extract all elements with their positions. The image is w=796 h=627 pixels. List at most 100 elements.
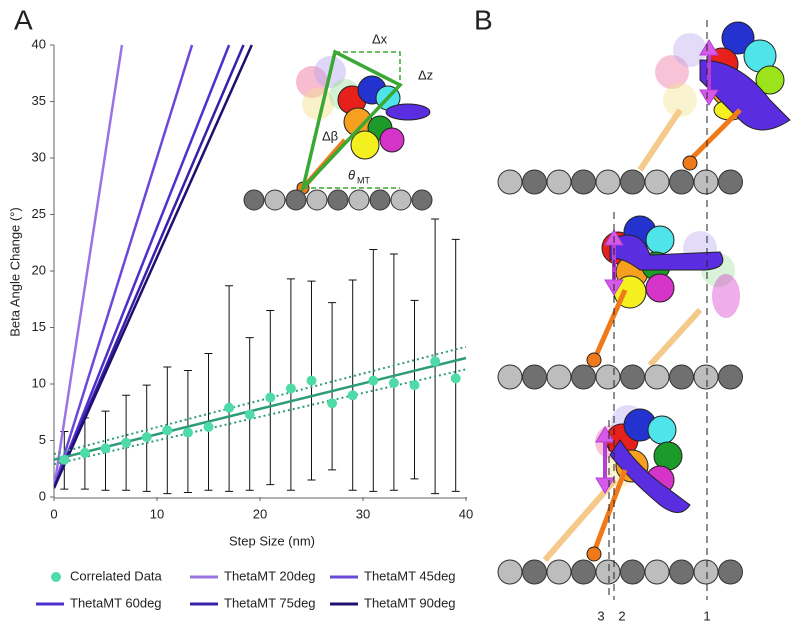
tubulin — [595, 364, 621, 390]
line-label: 3 — [597, 608, 604, 623]
tubulin — [595, 169, 621, 195]
tubulin — [620, 364, 645, 390]
annotation: MT — [357, 175, 370, 185]
inset-diagram: Δx Δz Δβ θ MT — [243, 31, 433, 211]
data-point — [141, 432, 152, 443]
y-tick-label: 0 — [39, 488, 46, 503]
data-point — [450, 373, 461, 384]
data-point — [285, 383, 296, 394]
tubulin — [669, 364, 694, 390]
data-point — [162, 425, 173, 436]
data-point — [327, 398, 338, 409]
annotation: Δβ — [322, 128, 338, 143]
panel-label: A — [14, 4, 33, 35]
x-axis-label: Step Size (nm) — [229, 533, 315, 548]
data-point — [224, 402, 235, 413]
tubulin — [571, 364, 596, 390]
y-tick-label: 15 — [32, 319, 46, 334]
y-tick-label: 10 — [32, 375, 46, 390]
data-point — [121, 437, 132, 448]
annotation: Δz — [418, 67, 433, 82]
legend-label: ThetaMT 90deg — [364, 595, 456, 610]
theta-line — [54, 44, 194, 489]
legend-label: Correlated Data — [70, 568, 163, 583]
annotation: Δx — [372, 31, 388, 46]
tubulin — [522, 559, 547, 585]
y-tick-label: 40 — [32, 36, 46, 51]
y-axis-label: Beta Angle Change (°) — [7, 207, 22, 337]
data-point — [79, 447, 90, 458]
x-tick-label: 10 — [150, 506, 164, 521]
error-bar — [328, 302, 337, 471]
tubulin — [546, 559, 572, 585]
legend-label: ThetaMT 20deg — [224, 568, 316, 583]
tubulin — [497, 559, 523, 585]
panel-b-diagram: 3 2 1 — [497, 20, 791, 623]
error-bar — [225, 285, 234, 492]
tubulin — [546, 364, 572, 390]
legend-label: ThetaMT 45deg — [364, 568, 456, 583]
x-tick-label: 0 — [50, 506, 57, 521]
data-point — [388, 377, 399, 388]
data-point — [347, 390, 358, 401]
x-tick-label: 30 — [356, 506, 370, 521]
tubulin — [693, 364, 719, 390]
tubulin — [522, 169, 547, 195]
y-tick-label: 20 — [32, 262, 46, 277]
plot-area — [54, 44, 467, 495]
tubulin — [644, 364, 670, 390]
tubulin — [644, 169, 670, 195]
tubulin — [522, 364, 547, 390]
data-point — [265, 392, 276, 403]
line-label: 1 — [703, 608, 710, 623]
x-tick-label: 20 — [253, 506, 267, 521]
tubulin — [620, 559, 645, 585]
legend-label: ThetaMT 75deg — [224, 595, 316, 610]
tubulin — [571, 169, 596, 195]
y-tick-label: 25 — [32, 206, 46, 221]
theta-line — [54, 44, 124, 489]
tubulin — [718, 364, 743, 390]
tubulin — [718, 169, 743, 195]
confidence-line — [54, 345, 467, 456]
data-point — [203, 421, 214, 432]
error-bar — [431, 218, 440, 495]
data-point — [244, 409, 255, 420]
data-point — [59, 454, 70, 465]
trend-line — [54, 356, 467, 461]
data-point — [430, 356, 441, 367]
tubulin — [571, 559, 596, 585]
tubulin — [718, 559, 743, 585]
tubulin — [669, 559, 694, 585]
tubulin — [497, 169, 523, 195]
data-point — [100, 443, 111, 454]
tubulin — [669, 169, 694, 195]
theta-line — [54, 44, 245, 489]
tubulin — [693, 559, 719, 585]
tubulin — [497, 364, 523, 390]
tubulin — [644, 559, 670, 585]
tubulin — [546, 169, 572, 195]
theta-line — [54, 44, 231, 489]
data-point — [409, 380, 420, 391]
legend-label: ThetaMT 60deg — [70, 595, 162, 610]
tubulin — [595, 559, 621, 585]
confidence-line — [54, 368, 467, 466]
error-bar — [389, 253, 398, 491]
legend-marker — [51, 572, 61, 582]
panel-label: B — [474, 4, 493, 35]
data-point — [306, 375, 317, 386]
line-label: 2 — [618, 608, 625, 623]
y-tick-label: 30 — [32, 149, 46, 164]
y-tick-label: 5 — [39, 432, 46, 447]
x-tick-label: 40 — [459, 506, 473, 521]
y-tick-label: 35 — [32, 93, 46, 108]
theta-line — [54, 44, 253, 489]
data-point — [182, 427, 193, 438]
tubulin — [620, 169, 645, 195]
data-point — [368, 375, 379, 386]
annotation: θ — [348, 167, 355, 182]
error-bar — [451, 238, 460, 492]
tubulin — [693, 169, 719, 195]
